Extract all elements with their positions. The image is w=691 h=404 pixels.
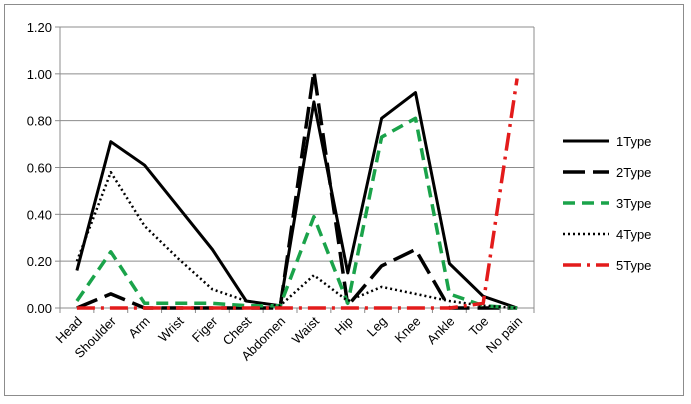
y-tick-label: 1.00 bbox=[27, 67, 52, 82]
series-line-1type bbox=[75, 91, 518, 310]
x-tick-label: Knee bbox=[392, 314, 424, 346]
x-tick-label: Figer bbox=[189, 313, 221, 345]
y-tick-label: 0.00 bbox=[27, 301, 52, 316]
y-tick-label: 1.20 bbox=[27, 20, 52, 35]
y-tick-label: 0.40 bbox=[27, 207, 52, 222]
axes: 0.000.200.400.600.801.001.20HeadShoulder… bbox=[27, 20, 535, 363]
x-tick-label: Leg bbox=[364, 314, 390, 340]
series-line-3type bbox=[75, 116, 518, 310]
x-tick-label: Arm bbox=[125, 314, 152, 341]
x-tick-label: Ankle bbox=[424, 314, 458, 348]
series-line-5type bbox=[76, 78, 519, 310]
y-tick-label: 0.80 bbox=[27, 114, 52, 129]
x-tick-label: Wrist bbox=[155, 313, 187, 345]
x-tick-label: Waist bbox=[289, 313, 323, 347]
chart-frame bbox=[4, 4, 684, 396]
y-tick-label: 0.20 bbox=[27, 254, 52, 269]
legend: 1Type 2Type 3Type 4Type 5Type bbox=[563, 134, 651, 273]
series-line-2type bbox=[76, 69, 518, 310]
x-tick-label: Toe bbox=[466, 314, 491, 339]
legend-label-4type: 4Type bbox=[616, 227, 651, 242]
y-tick-label: 0.60 bbox=[27, 161, 52, 176]
legend-label-2type: 2Type bbox=[616, 165, 651, 180]
legend-label-5type: 5Type bbox=[616, 258, 651, 273]
series-lines bbox=[75, 69, 519, 310]
x-tick-label: Hip bbox=[332, 314, 356, 338]
legend-label-3type: 3Type bbox=[616, 196, 651, 211]
x-tick-label: No pain bbox=[483, 314, 525, 356]
legend-label-1type: 1Type bbox=[616, 134, 651, 149]
gridlines bbox=[60, 26, 535, 309]
series-line-4type bbox=[75, 170, 518, 310]
